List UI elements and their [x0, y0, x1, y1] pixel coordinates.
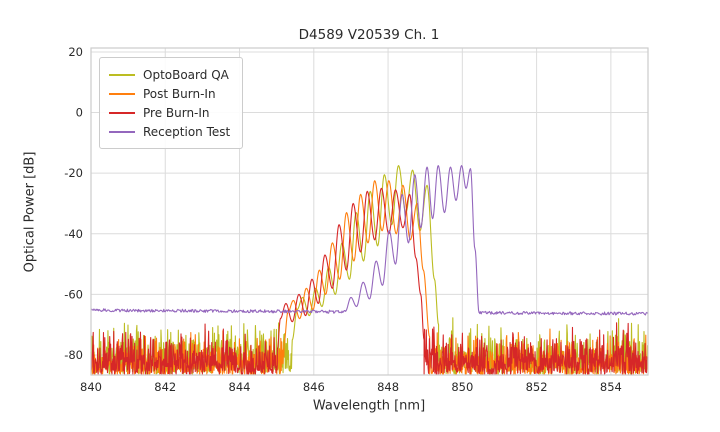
y-tick-label: 0: [76, 106, 83, 120]
y-tick-label: -20: [64, 166, 83, 180]
x-tick-label: 848: [377, 380, 399, 394]
legend-label: Post Burn-In: [143, 86, 216, 101]
legend-item-pre-burn-in: Pre Burn-In: [109, 103, 230, 122]
series-line-post-burn-in: [90, 180, 649, 375]
legend-line-swatch: [109, 111, 135, 114]
legend-label: Pre Burn-In: [143, 105, 210, 120]
series-line-pre-burn-in: [90, 187, 649, 375]
legend-label: Reception Test: [143, 124, 231, 139]
y-tick-label: -60: [64, 287, 83, 301]
x-tick-label: 840: [80, 380, 102, 394]
legend-item-post-burn-in: Post Burn-In: [109, 84, 230, 103]
legend-line-swatch: [109, 73, 135, 76]
x-tick-label: 844: [229, 380, 251, 394]
y-tick-label: -40: [64, 227, 83, 241]
x-tick-label: 842: [154, 380, 176, 394]
legend-label: OptoBoard QA: [143, 67, 229, 82]
legend: OptoBoard QA Post Burn-In Pre Burn-In Recep…: [99, 57, 244, 149]
y-axis-label: Optical Power [dB]: [22, 151, 38, 273]
x-tick-label: 846: [303, 380, 325, 394]
x-tick-label: 850: [451, 380, 473, 394]
series-line-optoboard-qa: [90, 165, 649, 375]
x-tick-label: 854: [600, 380, 622, 394]
plot-frame: [90, 47, 649, 376]
legend-item-optoboard-qa: OptoBoard QA: [109, 65, 230, 84]
chart-title: D4589 V20539 Ch. 1: [298, 27, 440, 43]
y-tick-label: -80: [64, 348, 83, 362]
x-axis-label: Wavelength [nm]: [312, 398, 426, 414]
x-tick-label: 852: [526, 380, 548, 394]
legend-line-swatch: [109, 92, 135, 95]
legend-item-reception-test: Reception Test: [109, 122, 230, 141]
series-line-reception-test: [90, 165, 649, 316]
y-tick-label: 20: [68, 45, 83, 59]
legend-line-swatch: [109, 130, 135, 133]
